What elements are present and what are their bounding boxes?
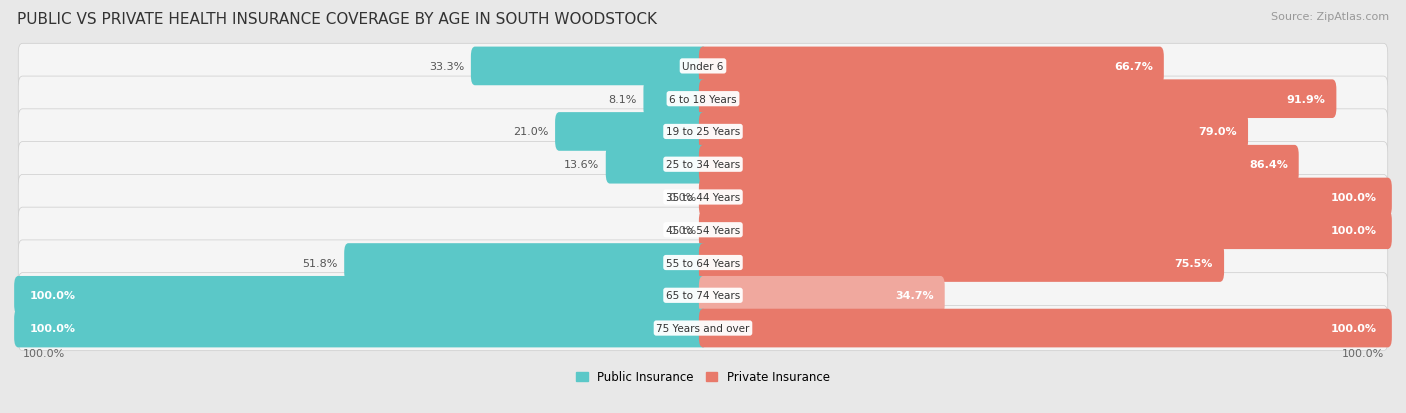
FancyBboxPatch shape bbox=[699, 47, 1164, 86]
Text: 34.7%: 34.7% bbox=[896, 291, 934, 301]
Text: 35 to 44 Years: 35 to 44 Years bbox=[666, 192, 740, 202]
Text: 0.0%: 0.0% bbox=[668, 192, 696, 202]
Text: 100.0%: 100.0% bbox=[22, 349, 65, 358]
FancyBboxPatch shape bbox=[699, 244, 1225, 282]
Text: 25 to 34 Years: 25 to 34 Years bbox=[666, 160, 740, 170]
FancyBboxPatch shape bbox=[699, 80, 1336, 119]
FancyBboxPatch shape bbox=[699, 145, 1299, 184]
FancyBboxPatch shape bbox=[606, 145, 707, 184]
FancyBboxPatch shape bbox=[18, 240, 1388, 285]
Text: 86.4%: 86.4% bbox=[1249, 160, 1288, 170]
FancyBboxPatch shape bbox=[18, 273, 1388, 318]
Text: PUBLIC VS PRIVATE HEALTH INSURANCE COVERAGE BY AGE IN SOUTH WOODSTOCK: PUBLIC VS PRIVATE HEALTH INSURANCE COVER… bbox=[17, 12, 657, 27]
FancyBboxPatch shape bbox=[14, 276, 707, 315]
Text: 45 to 54 Years: 45 to 54 Years bbox=[666, 225, 740, 235]
FancyBboxPatch shape bbox=[14, 309, 707, 348]
Text: 55 to 64 Years: 55 to 64 Years bbox=[666, 258, 740, 268]
Text: 100.0%: 100.0% bbox=[30, 323, 76, 333]
FancyBboxPatch shape bbox=[18, 175, 1388, 220]
FancyBboxPatch shape bbox=[699, 276, 945, 315]
Text: 100.0%: 100.0% bbox=[1330, 192, 1376, 202]
Text: 75 Years and over: 75 Years and over bbox=[657, 323, 749, 333]
FancyBboxPatch shape bbox=[18, 77, 1388, 122]
Text: 6 to 18 Years: 6 to 18 Years bbox=[669, 95, 737, 104]
Text: 51.8%: 51.8% bbox=[302, 258, 337, 268]
Text: 100.0%: 100.0% bbox=[1330, 323, 1376, 333]
Text: 13.6%: 13.6% bbox=[564, 160, 599, 170]
Text: 100.0%: 100.0% bbox=[30, 291, 76, 301]
FancyBboxPatch shape bbox=[18, 44, 1388, 89]
Text: 79.0%: 79.0% bbox=[1198, 127, 1237, 137]
Text: 65 to 74 Years: 65 to 74 Years bbox=[666, 291, 740, 301]
FancyBboxPatch shape bbox=[699, 113, 1249, 152]
Text: 100.0%: 100.0% bbox=[1341, 349, 1384, 358]
Text: 100.0%: 100.0% bbox=[1330, 225, 1376, 235]
FancyBboxPatch shape bbox=[18, 142, 1388, 188]
Text: 33.3%: 33.3% bbox=[429, 62, 464, 72]
FancyBboxPatch shape bbox=[18, 109, 1388, 155]
Text: Source: ZipAtlas.com: Source: ZipAtlas.com bbox=[1271, 12, 1389, 22]
FancyBboxPatch shape bbox=[18, 306, 1388, 351]
Text: 8.1%: 8.1% bbox=[609, 95, 637, 104]
FancyBboxPatch shape bbox=[555, 113, 707, 152]
Text: 0.0%: 0.0% bbox=[668, 225, 696, 235]
Text: 75.5%: 75.5% bbox=[1175, 258, 1213, 268]
Text: 91.9%: 91.9% bbox=[1286, 95, 1326, 104]
FancyBboxPatch shape bbox=[699, 309, 1392, 348]
Text: 21.0%: 21.0% bbox=[513, 127, 548, 137]
FancyBboxPatch shape bbox=[471, 47, 707, 86]
Text: 19 to 25 Years: 19 to 25 Years bbox=[666, 127, 740, 137]
Legend: Public Insurance, Private Insurance: Public Insurance, Private Insurance bbox=[571, 366, 835, 388]
Text: Under 6: Under 6 bbox=[682, 62, 724, 72]
FancyBboxPatch shape bbox=[644, 80, 707, 119]
FancyBboxPatch shape bbox=[699, 178, 1392, 217]
FancyBboxPatch shape bbox=[18, 208, 1388, 253]
FancyBboxPatch shape bbox=[699, 211, 1392, 249]
Text: 66.7%: 66.7% bbox=[1114, 62, 1153, 72]
FancyBboxPatch shape bbox=[344, 244, 707, 282]
